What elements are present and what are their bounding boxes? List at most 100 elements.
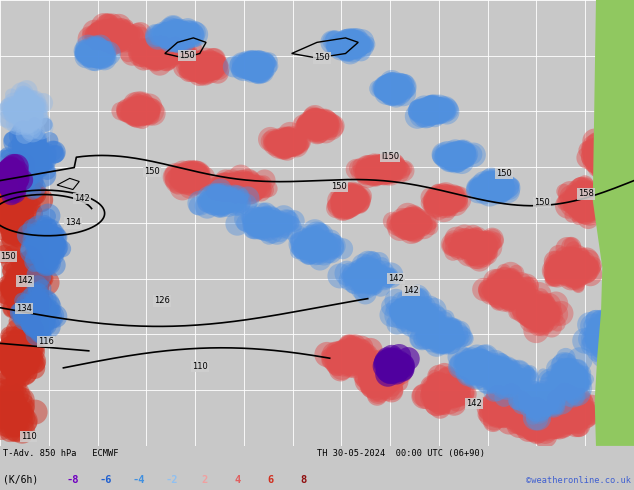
Point bbox=[484, 238, 495, 246]
Point bbox=[344, 353, 354, 361]
Point bbox=[150, 44, 160, 51]
Point bbox=[89, 48, 100, 56]
Point bbox=[198, 63, 208, 71]
Point bbox=[318, 120, 328, 127]
Point bbox=[566, 407, 576, 415]
Point bbox=[431, 332, 441, 340]
Point bbox=[333, 356, 344, 364]
Point bbox=[439, 196, 449, 204]
Point bbox=[503, 292, 514, 299]
Point bbox=[4, 354, 15, 362]
Point bbox=[368, 367, 378, 374]
Point bbox=[497, 364, 507, 372]
Point bbox=[528, 312, 538, 319]
Point bbox=[410, 219, 420, 226]
Point bbox=[16, 203, 27, 211]
Point bbox=[231, 183, 242, 191]
Point bbox=[523, 425, 533, 433]
Point bbox=[538, 418, 548, 426]
Point bbox=[560, 370, 570, 378]
Point bbox=[539, 421, 549, 429]
Point bbox=[567, 265, 578, 272]
Point bbox=[567, 266, 577, 274]
Point bbox=[279, 138, 289, 146]
Point bbox=[34, 314, 44, 321]
Point bbox=[522, 423, 533, 431]
Point bbox=[501, 402, 512, 410]
Point bbox=[528, 321, 538, 329]
Point bbox=[18, 292, 28, 299]
Point bbox=[486, 186, 496, 194]
Point bbox=[556, 266, 566, 273]
Point bbox=[408, 225, 418, 233]
Point bbox=[564, 413, 574, 421]
Point bbox=[236, 185, 247, 193]
Point bbox=[569, 368, 579, 375]
Point bbox=[374, 166, 384, 173]
Point bbox=[450, 195, 460, 202]
Point bbox=[468, 243, 478, 250]
Point bbox=[339, 353, 349, 361]
Point bbox=[425, 391, 435, 398]
Point bbox=[313, 121, 323, 128]
Point bbox=[404, 311, 414, 319]
Point bbox=[130, 105, 140, 113]
Point bbox=[27, 240, 37, 247]
Point bbox=[410, 315, 420, 323]
Point bbox=[279, 140, 289, 147]
Point bbox=[13, 119, 23, 127]
Point bbox=[389, 373, 399, 381]
Point bbox=[439, 389, 449, 396]
Point bbox=[88, 50, 98, 58]
Point bbox=[562, 270, 573, 277]
Point bbox=[205, 60, 216, 68]
Point bbox=[597, 329, 607, 337]
Point bbox=[585, 335, 595, 343]
Point bbox=[299, 245, 309, 252]
Point bbox=[564, 265, 574, 273]
Point bbox=[267, 219, 277, 227]
Point bbox=[86, 51, 96, 59]
Point bbox=[429, 198, 439, 206]
Point bbox=[39, 224, 49, 232]
Point bbox=[531, 405, 541, 413]
Point bbox=[385, 368, 395, 376]
Point bbox=[344, 353, 354, 361]
Point bbox=[437, 196, 447, 204]
Point bbox=[441, 191, 451, 199]
Point bbox=[387, 360, 398, 368]
Point bbox=[358, 282, 368, 290]
Point bbox=[451, 152, 462, 160]
Point bbox=[346, 346, 356, 354]
Point bbox=[457, 388, 467, 396]
Point bbox=[407, 308, 417, 316]
Point bbox=[281, 139, 291, 147]
Point bbox=[470, 240, 481, 248]
Point bbox=[486, 367, 496, 374]
Point bbox=[345, 44, 355, 52]
Point bbox=[442, 156, 452, 164]
Point bbox=[575, 181, 585, 189]
Point bbox=[330, 36, 340, 44]
Point bbox=[106, 27, 116, 35]
Point bbox=[89, 49, 99, 57]
Point bbox=[8, 171, 18, 179]
Point bbox=[204, 62, 214, 70]
Point bbox=[446, 392, 456, 400]
Point bbox=[495, 401, 505, 409]
Point bbox=[13, 416, 23, 424]
Point bbox=[574, 198, 584, 206]
Point bbox=[37, 228, 48, 236]
Point bbox=[101, 32, 111, 40]
Point bbox=[511, 269, 521, 276]
Point bbox=[505, 400, 515, 408]
Point bbox=[465, 368, 475, 375]
Point bbox=[172, 39, 182, 47]
Point bbox=[376, 361, 386, 368]
Point bbox=[39, 171, 49, 179]
Point bbox=[11, 267, 22, 274]
Point bbox=[470, 361, 481, 368]
Point bbox=[385, 375, 396, 383]
Point bbox=[531, 417, 541, 425]
Point bbox=[495, 405, 505, 413]
